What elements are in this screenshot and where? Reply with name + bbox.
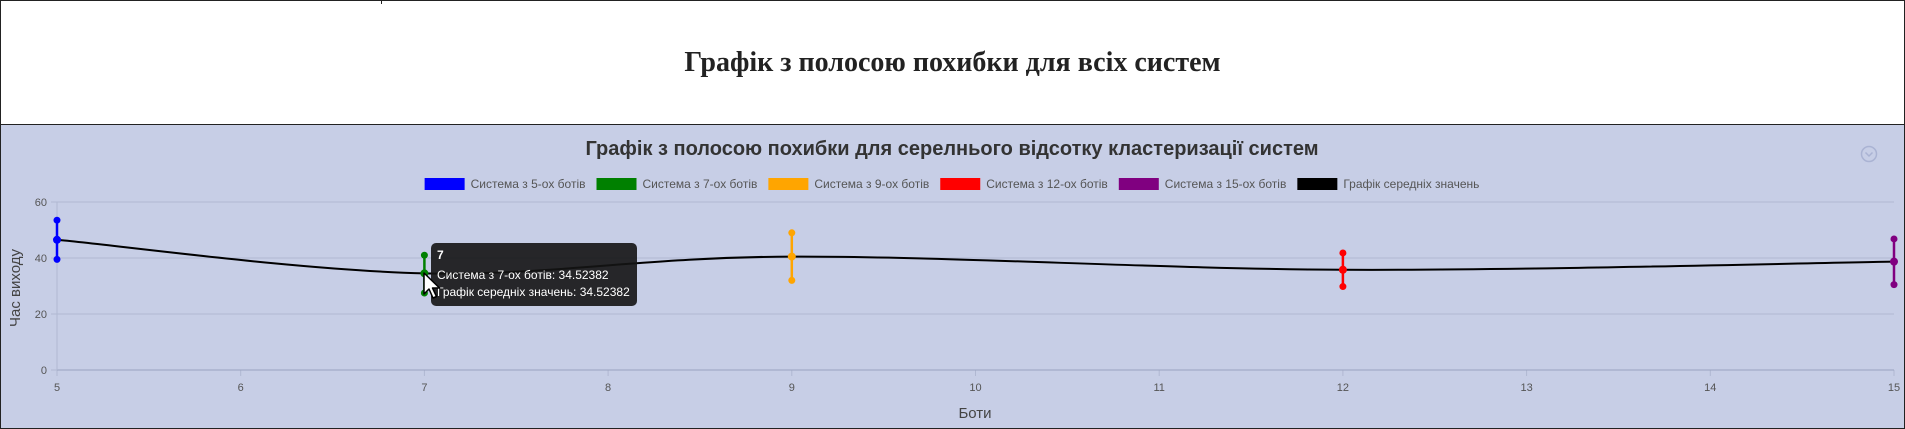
x-tick-label: 13 (1520, 382, 1532, 394)
legend-swatch (768, 178, 809, 190)
legend-item: Система з 9-ох ботів (768, 177, 929, 191)
tooltip-line: Графік середніх значень: 34.52382 (437, 285, 630, 299)
y-tick-label: 60 (35, 197, 47, 209)
x-tick-label: 6 (238, 382, 244, 394)
legend-swatch (940, 178, 981, 190)
y-axis-title: Час виходу (7, 249, 24, 327)
error-bar-chart: Графік з полосою похибки для серелнього … (7, 138, 1900, 422)
x-tick-label: 14 (1704, 382, 1716, 394)
legend-label: Система з 15-ох ботів (1165, 177, 1287, 191)
x-tick-label: 5 (54, 382, 60, 394)
y-tick-label: 0 (41, 365, 47, 377)
legend-item: Система з 12-ох ботів (940, 177, 1108, 191)
y-tick-label: 20 (35, 309, 47, 321)
legend-label: Система з 5-ох ботів (471, 177, 586, 191)
x-tick-label: 7 (421, 382, 427, 394)
error-bar-low (1890, 281, 1898, 289)
legend-item: Система з 15-ох ботів (1118, 177, 1287, 191)
plot-area (53, 216, 1898, 297)
data-point (787, 252, 796, 261)
tooltip-line: Система з 7-ох ботів: 34.52382 (437, 268, 609, 282)
legend-label: Система з 9-ох ботів (814, 177, 929, 191)
legend-swatch (1118, 178, 1159, 190)
header-panel: Графік з полосою похибки для всіх систем (0, 0, 1905, 126)
error-bar-low (53, 255, 61, 263)
legend-swatch (596, 178, 637, 190)
x-tick-label: 11 (1153, 382, 1164, 394)
legend-item: Система з 5-ох ботів (424, 177, 586, 191)
x-tick-label: 9 (789, 382, 795, 394)
chart-tooltip: 7 Система з 7-ох ботів: 34.52382 Графік … (431, 243, 637, 306)
y-axis: 0 20 40 60 (35, 197, 58, 377)
cursor-icon (422, 271, 444, 306)
error-bar-high (53, 216, 61, 224)
x-tick-label: 8 (605, 382, 611, 394)
tooltip-title: 7 (437, 248, 444, 262)
x-tick-label: 10 (969, 382, 981, 394)
x-axis: 5 6 7 8 9 10 11 12 13 14 15 (54, 369, 1900, 394)
mean-line (56, 238, 1895, 275)
error-bar-high (788, 229, 796, 237)
error-bar-high (1339, 249, 1347, 257)
error-bar-low (788, 276, 796, 284)
chart-panel: Графік з полосою похибки для серелнього … (0, 124, 1905, 429)
data-point (1890, 257, 1898, 266)
error-bar-low (1339, 283, 1347, 291)
legend-item: Графік середніх значень (1297, 177, 1479, 191)
grid (51, 201, 1894, 371)
legend-label: Графік середніх значень (1343, 177, 1479, 191)
legend-label: Система з 7-ох ботів (643, 177, 758, 191)
data-point (1338, 265, 1347, 274)
chart-title: Графік з полосою похибки для серелнього … (585, 138, 1318, 160)
x-axis-title: Боти (958, 405, 991, 422)
x-tick-label: 12 (1337, 382, 1349, 394)
page-title: Графік з полосою похибки для всіх систем (684, 47, 1221, 78)
legend-item: Система з 7-ох ботів (596, 177, 758, 191)
y-tick-label: 40 (35, 253, 47, 265)
error-bar-high (420, 251, 428, 259)
error-bar-high (1890, 235, 1898, 243)
data-point (53, 235, 61, 244)
legend-swatch (1297, 178, 1338, 190)
chart-menu-icon[interactable] (1860, 145, 1878, 168)
top-divider-tick (381, 1, 382, 4)
x-tick-label: 15 (1888, 382, 1900, 394)
legend: Система з 5-ох ботів Система з 7-ох ботів… (424, 177, 1479, 191)
legend-swatch (424, 178, 465, 190)
legend-label: Система з 12-ох ботів (986, 177, 1108, 191)
